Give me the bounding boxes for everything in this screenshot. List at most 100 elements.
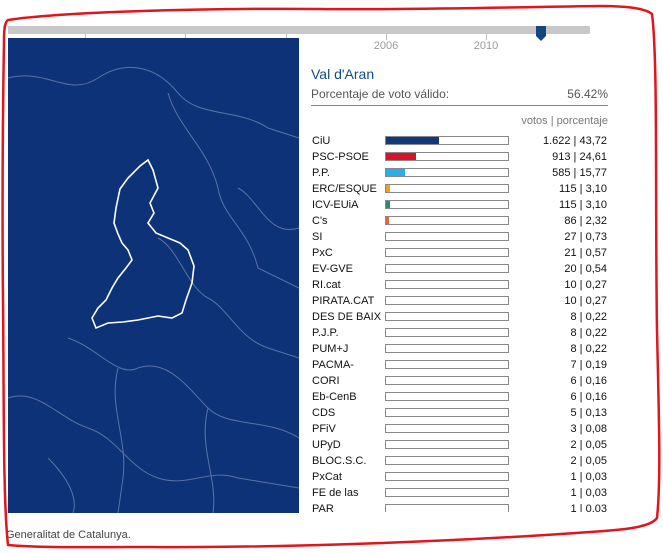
party-votes: 115 — [559, 199, 577, 211]
party-percentage: 0,19 — [585, 359, 607, 371]
party-row[interactable]: PFiV 3 | 0,08 — [311, 422, 608, 438]
party-name: C's — [312, 215, 328, 227]
value-separator: | — [576, 455, 586, 467]
party-row[interactable]: C's 86 | 2,32 — [311, 214, 608, 230]
party-votes-value: 7 | 0,19 — [570, 359, 607, 371]
party-share-bar — [385, 488, 509, 497]
party-row[interactable]: CiU 1.622 | 43,72 — [311, 134, 608, 150]
party-votes: 20 — [564, 263, 577, 275]
party-name: FE de las — [312, 487, 359, 499]
party-name: CiU — [312, 135, 331, 147]
party-percentage: 3,10 — [585, 183, 607, 195]
party-share-bar — [385, 184, 509, 193]
party-row[interactable]: BLOC.S.C. 2 | 0,05 — [311, 454, 608, 470]
party-share-bar — [385, 376, 509, 385]
party-row[interactable]: Eb-CenB 6 | 0,16 — [311, 390, 608, 406]
party-row[interactable]: PxCat 1 | 0,03 — [311, 470, 608, 486]
party-percentage: 0,22 — [585, 327, 607, 339]
party-percentage: 24,61 — [579, 151, 607, 163]
party-row[interactable]: DES DE BAIX 8 | 0,22 — [311, 310, 608, 326]
party-name: P.J.P. — [312, 327, 339, 339]
party-row[interactable]: UPyD 2 | 0,05 — [311, 438, 608, 454]
party-share-bar — [385, 456, 509, 465]
value-separator: | — [576, 327, 586, 339]
party-percentage: 0,16 — [585, 375, 607, 387]
value-separator: | — [576, 295, 586, 307]
party-votes-value: 8 | 0,22 — [570, 327, 607, 339]
results-panel: Val d'Aran Porcentaje de voto válido: 56… — [311, 66, 608, 129]
timeline-year-label[interactable]: 2006 — [373, 40, 399, 52]
party-percentage: 15,77 — [579, 167, 607, 179]
party-row[interactable]: CDS 5 | 0,13 — [311, 406, 608, 422]
party-results-list[interactable]: CiU 1.622 | 43,72 PSC-PSOE 913 | 24,61 P.P. 5… — [311, 134, 608, 512]
party-share-bar-fill — [386, 153, 416, 160]
party-row[interactable]: PACMA- 7 | 0,19 — [311, 358, 608, 374]
party-percentage: 3,10 — [585, 199, 607, 211]
party-share-bar — [385, 200, 509, 209]
timeline-year-label[interactable]: 2010 — [473, 40, 499, 52]
party-percentage: 2,32 — [585, 215, 607, 227]
party-row[interactable]: ICV-EUiA 115 | 3,10 — [311, 198, 608, 214]
party-row[interactable]: P.P. 585 | 15,77 — [311, 166, 608, 182]
party-name: ICV-EUiA — [312, 199, 359, 211]
party-name: PIRATA.CAT — [312, 295, 375, 307]
party-row[interactable]: FE de las 1 | 0,03 — [311, 486, 608, 502]
value-separator: | — [576, 471, 586, 483]
party-share-bar — [385, 296, 509, 305]
value-separator: | — [576, 407, 586, 419]
map-copyright: Generalitat de Catalunya. — [6, 529, 131, 541]
party-name: EV-GVE — [312, 263, 353, 275]
party-percentage: 43,72 — [579, 135, 607, 147]
party-row[interactable]: P.J.P. 8 | 0,22 — [311, 326, 608, 342]
party-share-bar — [385, 360, 509, 369]
party-votes-value: 6 | 0,16 — [570, 391, 607, 403]
party-row[interactable]: RI.cat 10 | 0,27 — [311, 278, 608, 294]
party-share-bar-fill — [386, 169, 405, 176]
party-name: ERC/ESQUE — [312, 183, 377, 195]
party-percentage: 0,22 — [585, 343, 607, 355]
party-share-bar — [385, 248, 509, 257]
party-percentage: 0,05 — [585, 455, 607, 467]
catalonia-comarques-map[interactable] — [8, 38, 299, 513]
party-name: UPyD — [312, 439, 341, 451]
party-row[interactable]: PSC-PSOE 913 | 24,61 — [311, 150, 608, 166]
party-share-bar — [385, 136, 509, 145]
party-row[interactable]: PUM+J 8 | 0,22 — [311, 342, 608, 358]
year-timeline-track[interactable] — [8, 26, 590, 34]
party-row[interactable]: EV-GVE 20 | 0,54 — [311, 262, 608, 278]
party-row[interactable]: SI 27 | 0,73 — [311, 230, 608, 246]
party-votes-value: 115 | 3,10 — [559, 199, 607, 211]
party-votes-value: 1.622 | 43,72 — [543, 135, 607, 147]
value-separator: | — [576, 183, 586, 195]
party-share-bar — [385, 216, 509, 225]
party-share-bar — [385, 152, 509, 161]
value-separator: | — [576, 439, 586, 451]
party-share-bar — [385, 312, 509, 321]
party-row[interactable]: PAR 1 | 0,03 — [311, 502, 608, 512]
timeline-selected-marker[interactable] — [535, 26, 547, 42]
party-percentage: 0,73 — [585, 231, 607, 243]
party-share-bar — [385, 392, 509, 401]
party-row[interactable]: ERC/ESQUE 115 | 3,10 — [311, 182, 608, 198]
party-percentage: 0,57 — [585, 247, 607, 259]
party-percentage: 0,16 — [585, 391, 607, 403]
party-votes: 10 — [564, 279, 577, 291]
party-name: PACMA- — [312, 359, 354, 371]
party-votes: 115 — [559, 183, 577, 195]
columns-header: votos | porcentaje — [521, 115, 608, 127]
party-percentage: 0,27 — [585, 279, 607, 291]
value-separator: | — [576, 391, 586, 403]
party-share-bar-fill — [386, 217, 389, 224]
party-votes-value: 1 | 0,03 — [570, 471, 607, 483]
party-row[interactable]: CORI 6 | 0,16 — [311, 374, 608, 390]
party-name: SI — [312, 231, 323, 243]
party-name: DES DE BAIX — [312, 311, 382, 323]
party-name: BLOC.S.C. — [312, 455, 367, 467]
party-votes-value: 1 | 0,03 — [570, 487, 607, 499]
value-separator: | — [576, 311, 586, 323]
party-share-bar — [385, 424, 509, 433]
party-row[interactable]: PIRATA.CAT 10 | 0,27 — [311, 294, 608, 310]
region-map[interactable] — [8, 38, 299, 513]
party-row[interactable]: PxC 21 | 0,57 — [311, 246, 608, 262]
party-percentage: 0,22 — [585, 311, 607, 323]
